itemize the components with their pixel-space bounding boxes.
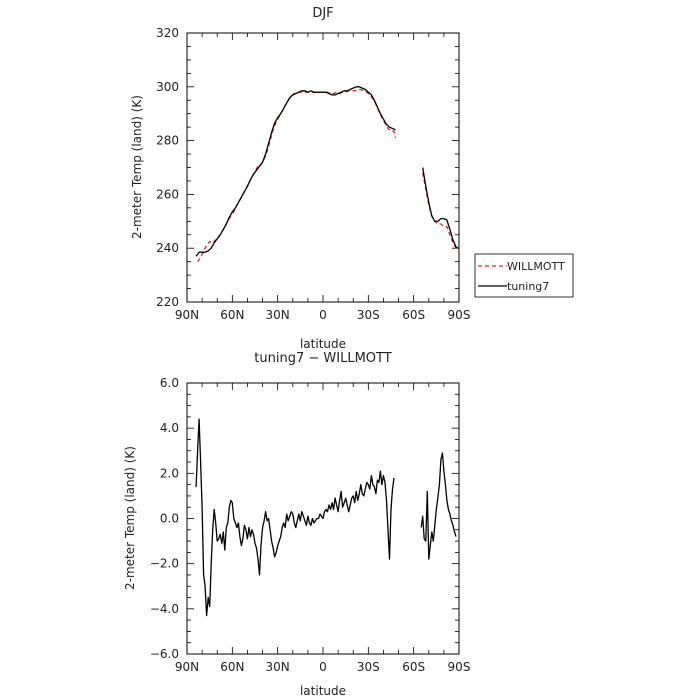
top-series-willmott-line xyxy=(422,172,459,251)
legend-box xyxy=(474,253,574,298)
top-series-willmott-line xyxy=(197,88,397,262)
top-x-tick-label: 60S xyxy=(402,308,425,322)
top-y-axis-label: 2-meter Temp (land) (K) xyxy=(130,95,144,239)
top-x-tick-label: 30N xyxy=(266,308,290,322)
top-x-tick-label: 0 xyxy=(319,308,327,322)
bottom-x-tick-label: 90S xyxy=(448,660,471,674)
legend-willmott-label: WILLMOTT xyxy=(507,260,565,273)
top-y-tick-label: 220 xyxy=(156,295,179,309)
bottom-series-difference-line xyxy=(420,452,457,560)
bottom-y-tick-label: 2.0 xyxy=(160,466,179,480)
top-x-tick-label: 30S xyxy=(357,308,380,322)
top-x-axis-label: latitude xyxy=(300,337,346,351)
top-x-tick-label: 90S xyxy=(448,308,471,322)
bottom-y-tick-label: −2.0 xyxy=(150,557,179,571)
bottom-x-tick-label: 30S xyxy=(357,660,380,674)
bottom-x-tick-label: 90N xyxy=(175,660,199,674)
bottom-y-tick-label: 0.0 xyxy=(160,512,179,526)
bottom-y-tick-label: 6.0 xyxy=(160,376,179,390)
top-y-tick-label: 280 xyxy=(156,134,179,148)
top-y-tick-label: 300 xyxy=(156,80,179,94)
top-chart-title: DJF xyxy=(312,6,333,21)
bottom-x-tick-label: 60N xyxy=(220,660,244,674)
top-x-tick-label: 90N xyxy=(175,308,199,322)
bottom-chart-title: tuning7 − WILLMOTT xyxy=(254,351,391,366)
bottom-y-tick-label: −4.0 xyxy=(150,602,179,616)
bottom-x-tick-label: 30N xyxy=(266,660,290,674)
top-x-tick-label: 60N xyxy=(220,308,244,322)
top-plot-area: 90N 60N 30N 0 30S 60S 90S 220 240 260 280 300 320 xyxy=(156,26,470,322)
bottom-plot-area: 90N 60N 30N 0 30S 60S 90S −6.0 −4.0 −2.0 0.0 2.0 4.0… xyxy=(150,376,471,674)
top-series-tuning7-line xyxy=(422,167,459,249)
bottom-y-axis-label: 2-meter Temp (land) (K) xyxy=(123,446,137,590)
legend-tuning7-label: tuning7 xyxy=(507,280,549,293)
top-y-tick-label: 240 xyxy=(156,241,179,255)
top-y-tick-label: 260 xyxy=(156,187,179,201)
bottom-y-tick-label: 4.0 xyxy=(160,421,179,435)
top-plot-frame xyxy=(186,32,460,303)
bottom-y-tick-label: −6.0 xyxy=(150,647,179,661)
top-y-tick-label: 320 xyxy=(156,26,179,40)
legend: WILLMOTT tuning7 xyxy=(474,253,574,298)
bottom-x-tick-label: 0 xyxy=(319,660,327,674)
bottom-x-axis-label: latitude xyxy=(300,684,346,698)
top-panel: DJF 2-meter Temp (land) (K) latitude 90N… xyxy=(130,6,470,351)
bottom-series-difference-line xyxy=(195,418,395,617)
bottom-x-tick-label: 60S xyxy=(402,660,425,674)
bottom-panel: tuning7 − WILLMOTT 2-meter Temp (land) (… xyxy=(123,351,470,698)
top-series-tuning7-line xyxy=(195,86,396,257)
